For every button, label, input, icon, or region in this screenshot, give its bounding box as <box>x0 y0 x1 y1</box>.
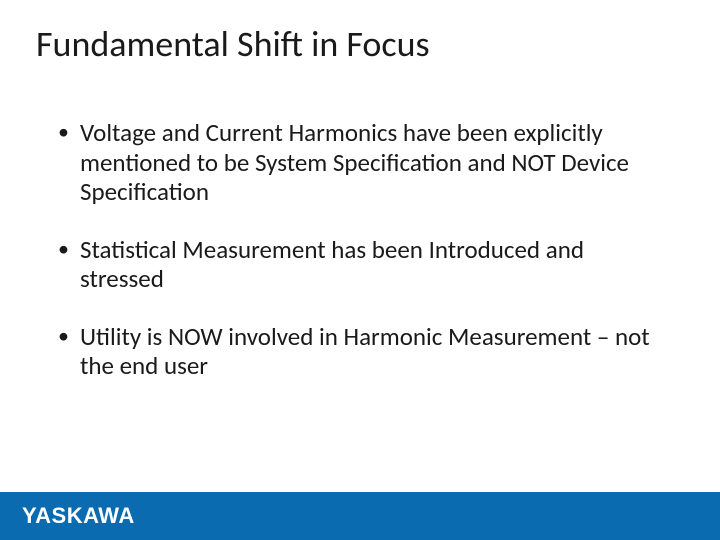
slide-title: Fundamental Shift in Focus <box>36 22 430 66</box>
bullet-text: Utility is NOW involved in Harmonic Meas… <box>80 322 668 381</box>
slide: Fundamental Shift in Focus • Voltage and… <box>0 0 720 540</box>
brand-logo-text: YASKAWA <box>22 503 135 529</box>
bullet-text: Statistical Measurement has been Introdu… <box>80 235 668 294</box>
footer-bar: YASKAWA <box>0 492 720 540</box>
bullet-text: Voltage and Current Harmonics have been … <box>80 118 668 207</box>
list-item: • Statistical Measurement has been Intro… <box>58 235 668 294</box>
bullet-icon: • <box>58 322 80 351</box>
list-item: • Utility is NOW involved in Harmonic Me… <box>58 322 668 381</box>
list-item: • Voltage and Current Harmonics have bee… <box>58 118 668 207</box>
slide-body: • Voltage and Current Harmonics have bee… <box>58 118 668 409</box>
bullet-icon: • <box>58 235 80 264</box>
bullet-icon: • <box>58 118 80 147</box>
